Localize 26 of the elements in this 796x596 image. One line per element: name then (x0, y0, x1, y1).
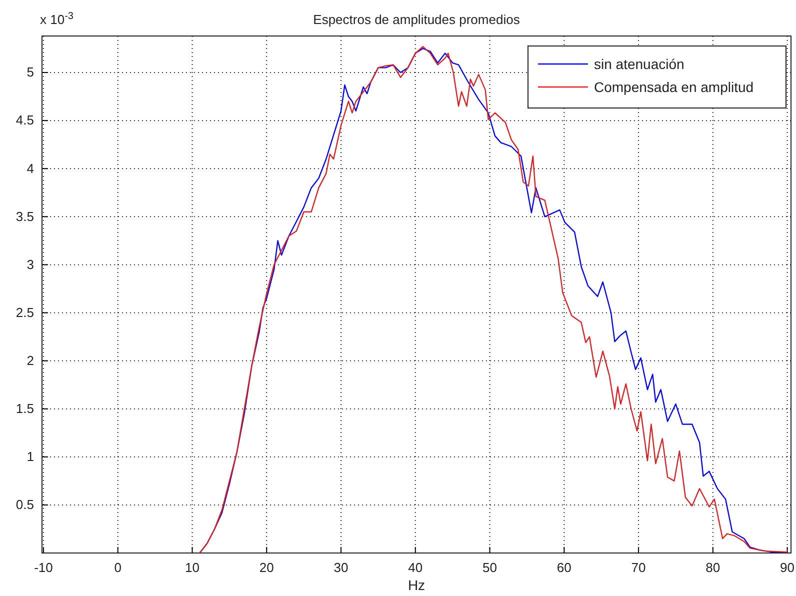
x-tick-label: 20 (259, 560, 274, 576)
legend-label: sin atenuación (594, 56, 684, 72)
y-tick-label: 0.5 (16, 497, 34, 512)
x-tick-label: 70 (631, 560, 646, 576)
y-tick-label: 3.5 (16, 208, 34, 224)
x-tick-label: 60 (556, 560, 572, 576)
x-tick-label: 80 (706, 560, 720, 576)
y-tick-label: 2 (26, 352, 34, 368)
y-tick-label: 3 (26, 256, 34, 272)
y-tick-label: 4 (26, 160, 34, 176)
x-axis-title: Hz (408, 577, 426, 593)
chart-title: Espectros de amplitudes promedios (313, 12, 520, 27)
y-tick-label: 1 (26, 449, 34, 464)
x-tick-label: 30 (334, 560, 348, 576)
x-tick-label: -10 (34, 560, 53, 576)
x-tick-label: 90 (780, 560, 795, 576)
x-tick-label: 0 (114, 560, 122, 576)
x-tick-label: 50 (482, 560, 497, 576)
legend-label: Compensada en amplitud (594, 79, 754, 95)
x-tick-label: 40 (408, 560, 423, 576)
y-tick-label: 4.5 (16, 112, 34, 128)
y-tick-label: 1.5 (16, 401, 34, 416)
text: x 10$^{-3}$ (40, 10, 74, 27)
y-tick-label: 5 (26, 64, 34, 80)
x-tick-label: 10 (185, 560, 200, 576)
y-tick-label: 2.5 (16, 304, 34, 320)
